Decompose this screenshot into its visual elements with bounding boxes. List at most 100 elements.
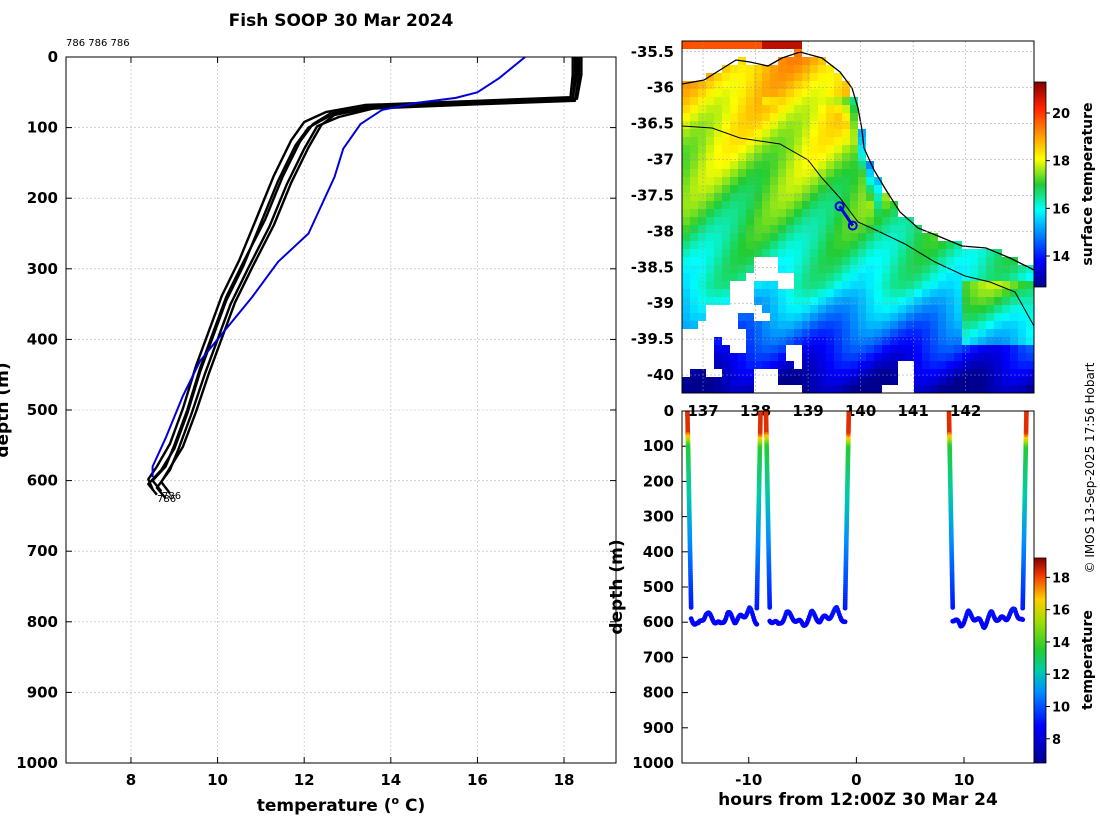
map-sst-cell (882, 193, 890, 201)
map-sst-cell (994, 345, 1002, 353)
map-sst-cell (970, 313, 978, 321)
map-sst-cell (682, 209, 690, 217)
map-sst-cell (802, 65, 810, 73)
map-sst-cell (738, 353, 746, 361)
section-colorbar-label: temperature (1080, 610, 1096, 710)
map-sst-cell (770, 177, 778, 185)
map-sst-cell (770, 65, 778, 73)
map-sst-cell (850, 385, 858, 393)
map-sst-cell (714, 209, 722, 217)
map-sst-cell (730, 177, 738, 185)
map-sst-cell (1018, 329, 1026, 337)
section-y-tick-label: 400 (643, 543, 674, 561)
map-sst-cell (754, 121, 762, 129)
map-sst-cell (778, 345, 786, 353)
map-sst-cell (802, 257, 810, 265)
map-sst-cell (714, 145, 722, 153)
map-sst-cell (762, 89, 770, 97)
map-sst-cell (746, 209, 754, 217)
map-sst-cell (770, 89, 778, 97)
map-sst-cell (1002, 297, 1010, 305)
map-sst-cell (770, 121, 778, 129)
map-sst-cell (810, 337, 818, 345)
map-sst-cell (714, 169, 722, 177)
map-sst-cell (794, 281, 802, 289)
map-sst-cell (834, 81, 842, 89)
map-sst-cell (914, 385, 922, 393)
map-sst-cell (722, 249, 730, 257)
map-sst-cell (818, 265, 826, 273)
map-sst-cell (1010, 345, 1018, 353)
map-sst-cell (778, 81, 786, 89)
map-sst-cell (874, 257, 882, 265)
map-sst-cell (986, 377, 994, 385)
map-sst-cell (762, 321, 770, 329)
map-sst-cell (778, 313, 786, 321)
map-sst-cell (730, 361, 738, 369)
map-sst-cell (970, 369, 978, 377)
map-sst-cell (874, 265, 882, 273)
map-sst-cell (738, 209, 746, 217)
map-sst-cell (866, 305, 874, 313)
map-sst-cell (890, 225, 898, 233)
map-sst-cell (786, 233, 794, 241)
map-sst-cell (746, 313, 754, 321)
map-sst-cell (826, 321, 834, 329)
profile-bottom-annotation-1: 786 (162, 491, 181, 502)
map-sst-cell (802, 129, 810, 137)
map-sst-cell (770, 249, 778, 257)
map-sst-cell (834, 201, 842, 209)
map-sst-cell (1002, 313, 1010, 321)
profile-x-tick-label: 12 (294, 771, 315, 789)
map-sst-cell (714, 249, 722, 257)
map-sst-cell (714, 113, 722, 121)
map-sst-cell (698, 385, 706, 393)
map-sst-cell (762, 249, 770, 257)
map-sst-cell (938, 313, 946, 321)
map-sst-cell (762, 305, 770, 313)
map-sst-cell (682, 289, 690, 297)
map-sst-cell (826, 121, 834, 129)
map-sst-cell (866, 193, 874, 201)
map-sst-cell (818, 273, 826, 281)
map-sst-cell (802, 345, 810, 353)
map-sst-cell (706, 377, 714, 385)
map-sst-cell (698, 153, 706, 161)
map-sst-cell (898, 249, 906, 257)
map-sst-cell (874, 185, 882, 193)
map-sst-cell (930, 297, 938, 305)
map-sst-cell (818, 153, 826, 161)
map-sst-cell (682, 257, 690, 265)
map-sst-cell (714, 385, 722, 393)
map-sst-cell (802, 113, 810, 121)
map-sst-cell (954, 361, 962, 369)
map-sst-cell (770, 289, 778, 297)
map-sst-cell (850, 297, 858, 305)
map-sst-cell (682, 89, 690, 97)
map-sst-cell (858, 169, 866, 177)
map-sst-cell (762, 137, 770, 145)
map-sst-cell (786, 329, 794, 337)
map-sst-cell (938, 265, 946, 273)
map-sst-cell (690, 265, 698, 273)
map-sst-cell (938, 241, 946, 249)
map-sst-cell (762, 41, 770, 49)
section-colorbar-tick-label: 14 (1052, 636, 1070, 651)
map-sst-cell (714, 177, 722, 185)
map-sst-cell (850, 137, 858, 145)
map-sst-cell (1026, 321, 1034, 329)
map-sst-cell (698, 257, 706, 265)
map-sst-cell (770, 361, 778, 369)
map-sst-cell (730, 201, 738, 209)
map-sst-cell (874, 177, 882, 185)
map-sst-cell (786, 193, 794, 201)
map-sst-cell (842, 169, 850, 177)
map-sst-cell (874, 361, 882, 369)
map-sst-cell (826, 369, 834, 377)
profile-x-axis-label-sup: o (392, 794, 400, 807)
map-sst-cell (826, 169, 834, 177)
map-sst-cell (826, 129, 834, 137)
map-sst-cell (994, 265, 1002, 273)
map-sst-cell (690, 249, 698, 257)
map-sst-cell (858, 273, 866, 281)
